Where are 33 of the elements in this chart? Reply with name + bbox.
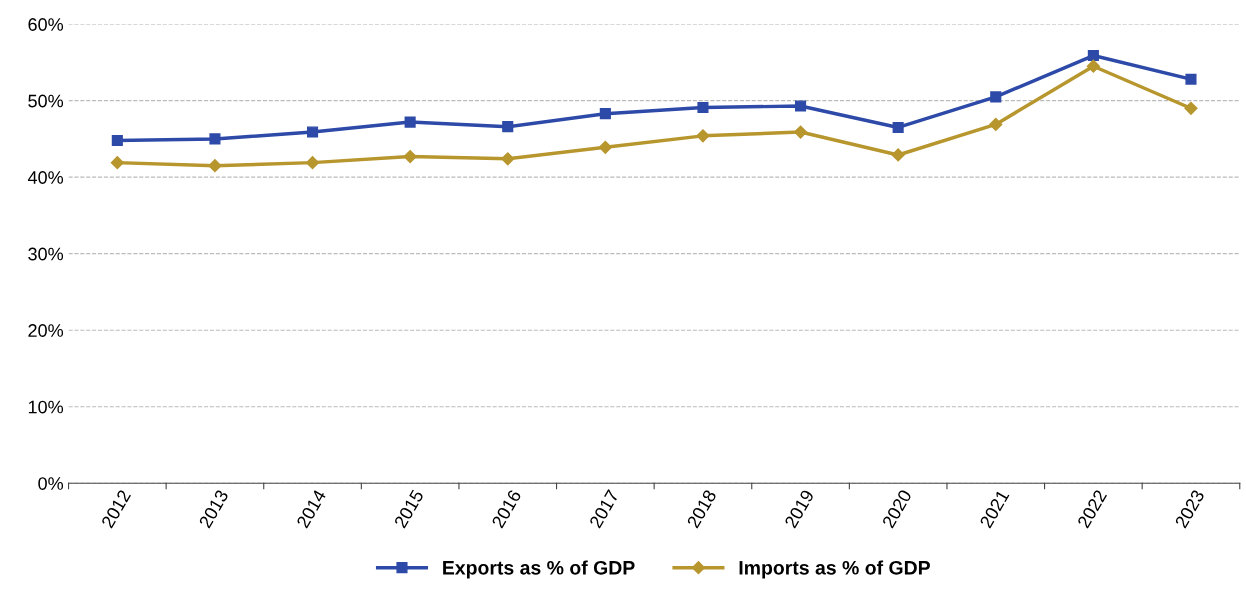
y-tick-label: 10% [28,400,64,414]
point [209,133,221,145]
point [989,117,1003,131]
point [305,156,320,170]
point [794,100,807,112]
point [502,121,514,133]
point [306,126,319,138]
y-tick-label: 40% [27,171,64,184]
point [110,156,124,170]
point [208,159,222,173]
legend-label: Imports as % of GDP [739,560,930,579]
point [793,125,808,139]
point [599,108,611,120]
point [111,134,123,147]
y-tick-label: 0% [38,477,64,490]
legend-label: Exports as % of GDP [443,560,635,579]
point [598,140,612,154]
y-tick-label: 50% [28,94,64,108]
point [891,148,905,162]
point [697,101,709,114]
y-tick-label: 30% [28,247,64,261]
y-tick-label: 20% [28,324,64,337]
point [1184,101,1198,115]
point [1086,59,1100,73]
y-tick-label: 60% [28,18,64,31]
point [1185,73,1197,85]
point [403,149,417,164]
point [1087,49,1099,62]
point [404,116,416,128]
point [696,129,710,143]
point [990,91,1002,103]
point [892,121,904,134]
point [501,152,515,166]
